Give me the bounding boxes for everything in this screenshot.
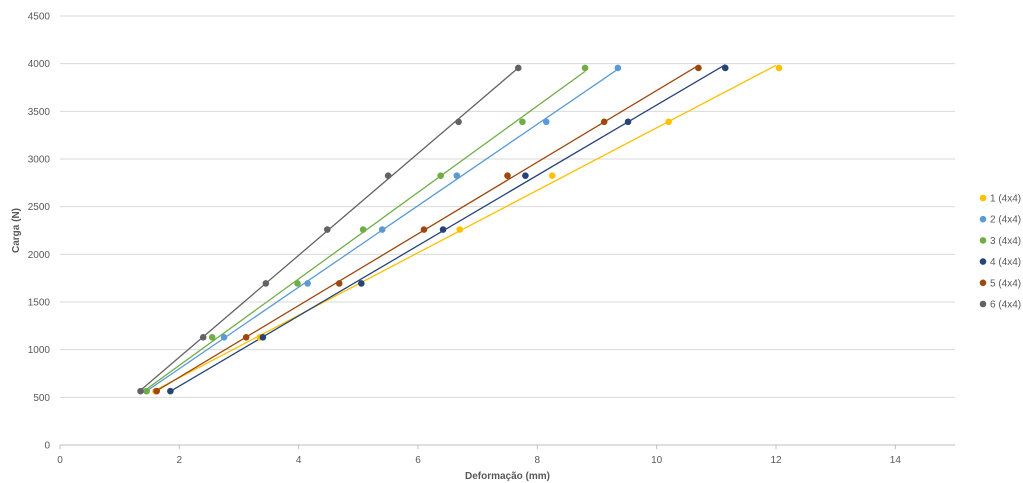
legend-label: 4 (4x4) [990,257,1021,268]
data-point-series-4 [522,172,529,179]
axes [59,444,955,449]
trendline-series-4 [170,64,726,392]
data-point-series-4 [721,64,729,72]
y-tick-label: 1500 [28,298,51,309]
y-tick-label: 0 [44,441,50,452]
data-point-series-2 [453,172,461,179]
legend-label: 5 (4x4) [990,278,1021,289]
legend-marker [979,194,987,202]
x-tick-label: 8 [535,455,541,466]
legend: 1 (4x4) 2 (4x4) 3 (4x4) 4 (4x4) 5 (4x4) 6 (4x… [979,194,1021,311]
data-point-series-1 [775,64,783,72]
y-tick-label: 4500 [28,12,51,23]
data-point-series-4 [358,280,365,287]
x-tick-labels: 0 2 4 6 8 10 12 14 [57,455,901,466]
y-tick-label: 3500 [28,107,51,118]
x-tick-label: 0 [57,455,63,466]
data-point-series-6 [455,118,462,126]
x-tick-label: 4 [296,455,302,466]
gridlines [60,15,955,398]
data-point-series-6 [324,226,331,233]
data-point-series-5 [504,172,511,179]
data-point-series-5 [420,226,428,233]
data-point-series-5 [242,333,250,341]
data-point-series-3 [581,64,589,72]
y-tick-label: 4000 [28,59,51,70]
data-point-series-2 [542,118,550,126]
data-point-series-4 [167,387,174,395]
data-point-series-6 [262,280,270,287]
data-point-series-3 [294,280,301,287]
data-point-series-4 [624,118,632,126]
legend-marker [979,300,987,308]
data-point-series-1 [456,226,464,233]
legend-marker [979,258,987,265]
data-point-series-3 [437,172,444,179]
y-tick-label: 1000 [28,345,51,356]
y-tick-label: 2000 [28,250,51,261]
data-point-series-5 [695,64,702,72]
data-point-series-6 [384,172,392,179]
data-point-series-3 [519,118,526,126]
legend-marker [979,237,987,244]
data-point-series-6 [137,387,144,395]
y-tick-label: 500 [33,393,50,404]
legend-label: 6 (4x4) [990,300,1021,311]
x-tick-label: 12 [770,455,782,466]
data-point-series-2 [378,226,386,233]
data-point-series-4 [259,333,267,341]
data-point-series-3 [208,333,216,341]
legend-label: 3 (4x4) [990,236,1021,247]
data-point-series-5 [153,387,160,395]
data-point-series-1 [665,118,672,126]
data-point-series-3 [143,387,150,395]
data-point-series-4 [439,226,447,233]
x-tick-label: 14 [890,455,902,466]
data-point-series-2 [614,64,622,72]
data-point-series-6 [199,333,207,341]
data-point-series-6 [514,64,522,72]
data-point-series-5 [335,280,343,287]
x-tick-label: 10 [651,455,663,466]
legend-label: 1 (4x4) [990,194,1021,205]
data-point-series-3 [359,226,367,233]
legend-label: 2 (4x4) [990,215,1021,226]
trendline-series-1 [155,64,777,391]
y-tick-labels: 0 500 1000 1500 2000 2500 3000 3500 4000 4500 [28,12,51,452]
y-axis-title: Carga (N) [11,208,22,253]
x-tick-label: 6 [415,455,421,466]
data-point-series-2 [304,280,311,287]
y-tick-label: 2500 [28,202,51,213]
data-point-series-1 [548,172,556,179]
data-points [137,64,783,395]
x-axis-title: Deformação (mm) [465,471,550,482]
trendline-series-5 [156,64,699,392]
y-tick-label: 3000 [28,155,51,166]
data-point-series-2 [220,333,228,341]
legend-marker [979,279,987,287]
legend-marker [979,215,987,223]
data-point-series-5 [600,118,608,126]
x-tick-label: 2 [177,455,183,466]
